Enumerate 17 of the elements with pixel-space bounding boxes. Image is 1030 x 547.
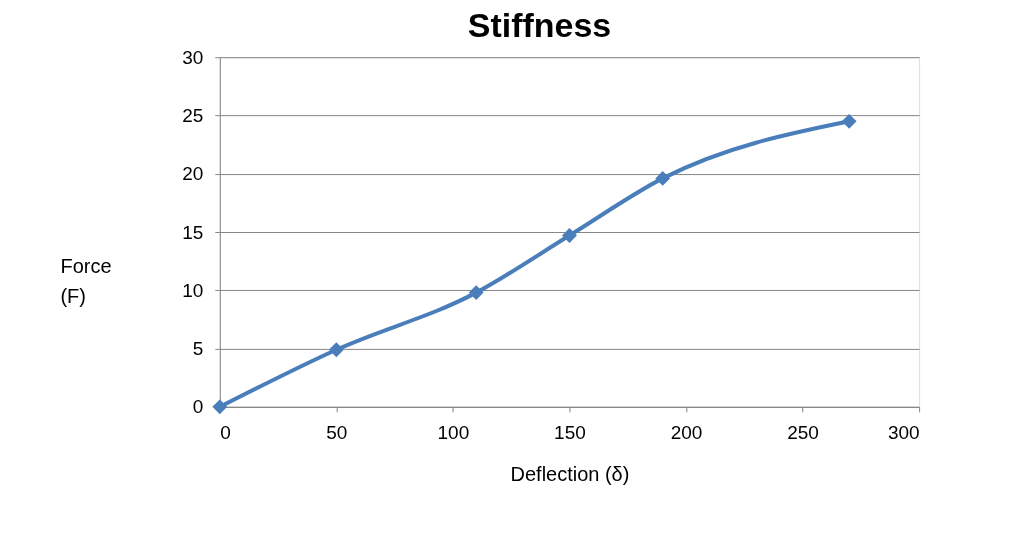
x-tick-label: 0 bbox=[220, 422, 231, 444]
chart-title: Stiffness bbox=[467, 6, 612, 45]
y-tick-label: 5 bbox=[192, 338, 204, 360]
y-tick-label: 30 bbox=[182, 46, 204, 68]
y-axis-title: Force (F) bbox=[60, 255, 112, 308]
x-tick-label: 250 bbox=[787, 422, 819, 444]
y-tick-label: 20 bbox=[182, 163, 204, 185]
y-tick-label: 0 bbox=[192, 396, 204, 418]
x-tick-label: 300 bbox=[887, 422, 920, 444]
x-tick-label: 50 bbox=[326, 422, 348, 444]
y-tick-label: 10 bbox=[182, 279, 204, 301]
x-tick-label: 200 bbox=[670, 422, 703, 444]
x-axis-title: Deflection (δ) bbox=[510, 463, 630, 486]
x-tick-label: 150 bbox=[554, 422, 586, 444]
x-tick-label: 100 bbox=[437, 422, 470, 444]
y-tick-label: 15 bbox=[182, 221, 204, 243]
y-tick-label: 25 bbox=[182, 104, 204, 126]
